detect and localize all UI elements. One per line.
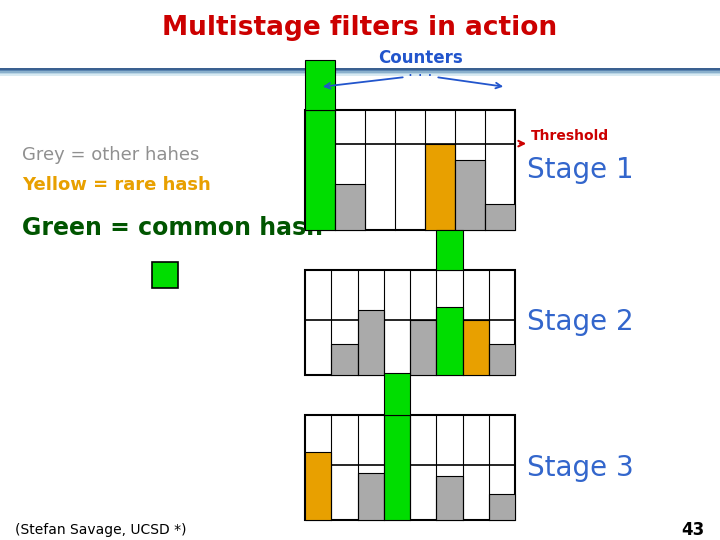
Bar (384, 373, 410, 415)
Bar (425, 144, 455, 230)
Bar (462, 320, 489, 375)
Text: Multistage filters in action: Multistage filters in action (163, 15, 557, 41)
Text: Threshold: Threshold (531, 129, 609, 143)
Bar (410, 320, 436, 375)
Bar (305, 452, 331, 520)
Bar (455, 160, 485, 230)
Bar (485, 204, 515, 230)
Bar (305, 415, 515, 520)
Bar (489, 494, 515, 520)
Text: Stage 3: Stage 3 (527, 454, 634, 482)
Text: 43: 43 (682, 521, 705, 539)
Text: Counters: Counters (378, 49, 463, 67)
Text: Grey = other hahes: Grey = other hahes (22, 146, 199, 164)
Bar (436, 230, 462, 270)
Text: Green = common hash: Green = common hash (22, 216, 323, 240)
Bar (0, 73, 720, 75)
Bar (335, 184, 365, 230)
Bar (152, 262, 178, 288)
Bar (358, 472, 384, 520)
Bar (489, 343, 515, 375)
Bar (305, 270, 515, 375)
Bar (305, 60, 335, 110)
Text: Stage 2: Stage 2 (527, 308, 634, 336)
Bar (436, 307, 462, 375)
Bar (0, 75, 720, 77)
Bar (436, 476, 462, 520)
Bar (384, 415, 410, 520)
Bar (0, 71, 720, 73)
Text: (Stefan Savage, UCSD *): (Stefan Savage, UCSD *) (15, 523, 186, 537)
Bar (305, 110, 335, 230)
Bar (0, 68, 720, 70)
Bar (305, 110, 515, 230)
Text: Stage 1: Stage 1 (527, 156, 634, 184)
Bar (0, 70, 720, 72)
Bar (358, 310, 384, 375)
Text: . . .: . . . (408, 64, 433, 79)
Bar (331, 343, 358, 375)
Text: Yellow = rare hash: Yellow = rare hash (22, 176, 211, 194)
